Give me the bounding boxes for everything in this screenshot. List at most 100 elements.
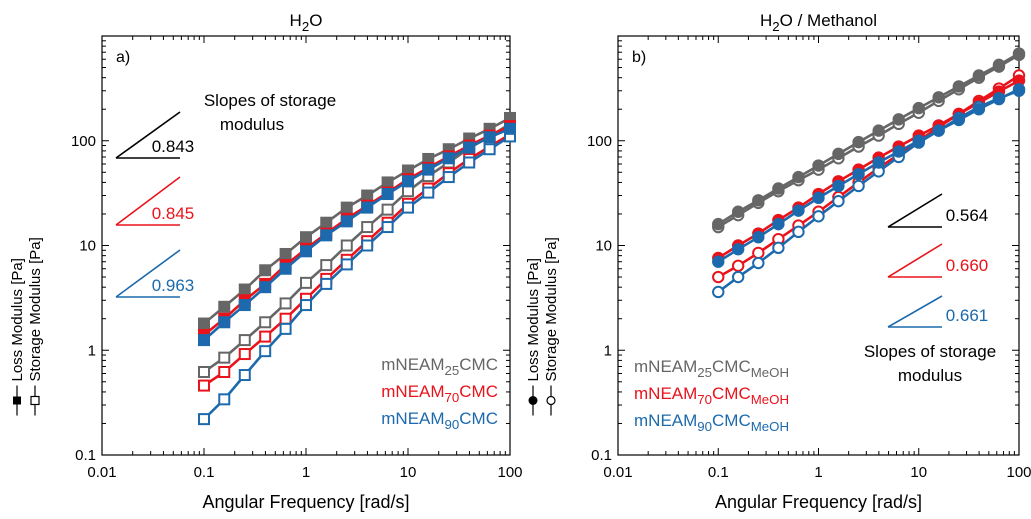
blue-storage-point: [361, 239, 374, 252]
x-tick-label: 10: [400, 464, 417, 481]
y-axis-label-loss: Loss Modulus [Pa]: [9, 258, 26, 381]
slope-triangle-hypotenuse: [115, 249, 181, 298]
gray-loss-point: [792, 170, 805, 184]
blue-loss-point: [792, 204, 805, 217]
y-tick-label: 100: [71, 133, 96, 150]
x-tick-label: 0.1: [194, 464, 215, 481]
slope-label: 0.845: [152, 204, 195, 223]
legend-entry-blue-sub2: MeOH: [751, 419, 789, 434]
blue-loss-point: [712, 255, 725, 268]
blue-loss-point: [259, 281, 272, 294]
gray-loss-point: [712, 217, 725, 231]
gray-loss-point: [300, 231, 312, 244]
blue-loss-point: [422, 163, 435, 176]
slopes-title-line2: modulus: [898, 366, 962, 385]
red-storage-point: [198, 379, 210, 392]
blue-storage-point: [483, 143, 496, 156]
red-storage-point: [731, 259, 745, 273]
blue-storage-point: [772, 241, 785, 255]
legend-marker-loss: [13, 396, 21, 405]
red-storage-point: [238, 348, 251, 361]
legend-entry-red: mNEAM70CMC: [381, 382, 498, 405]
gray-loss-point: [772, 182, 785, 195]
blue-storage-point: [442, 171, 455, 184]
blue-loss-point: [218, 316, 231, 329]
red-storage-point: [279, 312, 292, 325]
chart-title-sub: 2: [302, 19, 309, 34]
slopes-title-line1: Slopes of storage: [204, 91, 336, 110]
blue-loss-point: [279, 262, 292, 275]
blue-storage-point: [422, 186, 435, 199]
blue-loss-point: [300, 245, 312, 258]
legend-entry-blue: mNEAM90CMC: [381, 409, 498, 432]
chart-title-sub: 2: [772, 19, 779, 34]
blue-storage-point: [340, 258, 353, 271]
legend-entry-red-base: mNEAM: [381, 382, 444, 401]
blue-loss-point: [1012, 83, 1026, 96]
x-tick-label: 1: [302, 464, 310, 481]
gray-storage-point: [259, 316, 272, 329]
chart-title-rest: O / Methanol: [780, 11, 877, 30]
blue-storage-point: [402, 201, 414, 214]
legend-entry-red-rest: CMC: [459, 382, 498, 401]
x-axis-label: Angular Frequency [rad/s]: [202, 492, 409, 512]
gray-storage-point: [381, 203, 394, 216]
blue-loss-point: [752, 231, 765, 244]
legend-entry-gray: mNEAM25CMCMeOH: [634, 357, 789, 380]
blue-loss-point: [238, 299, 251, 312]
gray-loss-point: [238, 283, 251, 296]
legend-entry-gray-base: mNEAM: [634, 357, 697, 376]
blue-loss-point: [932, 124, 945, 137]
gray-loss-point: [892, 113, 905, 126]
y-axis-label-storage: Storage Modulus [Pa]: [27, 237, 44, 381]
series-red-storage-line: [203, 133, 511, 387]
series-blue-storage-line: [203, 135, 511, 421]
blue-storage-point: [279, 322, 292, 335]
gray-loss-point: [832, 147, 845, 161]
y-tick-label: 0.1: [75, 447, 96, 464]
gray-storage-point: [218, 351, 231, 364]
gray-loss-point: [852, 135, 865, 149]
legend-entry-blue-base: mNEAM: [381, 409, 444, 428]
legend-marker-storage: [30, 395, 40, 406]
blue-storage-point: [792, 225, 805, 239]
gray-loss-point: [731, 205, 745, 218]
y-axis-label-loss: Loss Modulus [Pa]: [525, 258, 542, 381]
red-storage-point: [218, 365, 231, 378]
y-tick-label: 1: [88, 342, 96, 359]
gray-loss-point: [279, 247, 292, 260]
gray-loss-point: [198, 317, 210, 330]
chart-title-rest: O: [309, 11, 322, 30]
red-storage-point: [752, 246, 765, 260]
series-blue-loss-line: [203, 127, 511, 342]
gray-storage-point: [361, 221, 374, 234]
series-blue-loss-line: [717, 88, 1020, 263]
legend-entry-blue-base: mNEAM: [634, 411, 697, 430]
chart-title: H2O / Methanol: [760, 11, 877, 34]
blue-loss-point: [892, 145, 905, 158]
legend-entry-gray-sub: 25: [445, 363, 460, 378]
x-axis-label: Angular Frequency [rad/s]: [715, 492, 922, 512]
legend-entry-blue: mNEAM90CMCMeOH: [634, 411, 789, 434]
y-tick-label: 10: [79, 238, 96, 255]
blue-storage-point: [198, 413, 210, 426]
legend-entry-red-sub2: MeOH: [751, 392, 789, 407]
x-tick-label: 1: [814, 464, 822, 481]
legend-entry-gray-sub: 25: [697, 365, 712, 380]
blue-loss-point: [832, 179, 845, 193]
x-tick-label: 100: [1006, 464, 1031, 481]
legend-entry-blue-rest: CMC: [712, 411, 751, 430]
legend-entry-red-rest: CMC: [712, 384, 751, 403]
blue-loss-point: [952, 113, 966, 127]
gray-loss-point: [932, 91, 945, 104]
gray-loss-point: [340, 201, 353, 214]
gray-loss-point: [381, 176, 394, 189]
blue-storage-point: [712, 285, 725, 299]
blue-storage-point: [300, 299, 312, 312]
gray-loss-point: [972, 69, 986, 82]
x-tick-label: 0.01: [603, 464, 632, 481]
blue-loss-point: [772, 217, 785, 231]
legend-entry-blue-rest: CMC: [459, 409, 498, 428]
